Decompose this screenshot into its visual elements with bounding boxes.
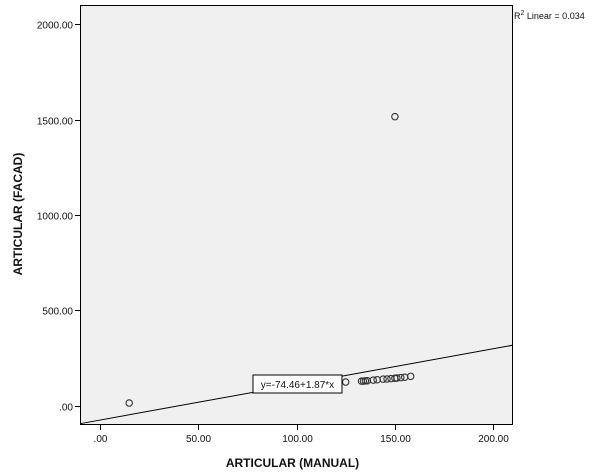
data-point — [341, 378, 350, 386]
x-tick-label: .00 — [94, 434, 108, 445]
x-axis: .00 50.00 100.00 150.00 200.00 — [94, 425, 509, 445]
data-point — [391, 112, 399, 121]
data-point — [397, 373, 405, 382]
data-point — [369, 376, 378, 384]
data-point — [379, 375, 387, 383]
x-tick-label: 150.00 — [380, 434, 411, 445]
x-tick-label: 100.00 — [282, 434, 313, 445]
data-point — [393, 374, 401, 382]
x-tick-label: 200.00 — [478, 434, 509, 445]
y-tick-label: .00 — [59, 403, 73, 414]
r2-prefix: R — [514, 11, 521, 21]
y-tick-label: 2000.00 — [37, 21, 74, 32]
y-tick-label: 500.00 — [42, 307, 73, 318]
y-tick-label: 1000.00 — [37, 212, 74, 223]
data-point — [383, 375, 391, 383]
plot-frame — [80, 5, 513, 425]
y-axis-title: ARTICULAR (FACAD) — [11, 153, 25, 276]
data-point — [125, 399, 133, 407]
plot-area — [80, 5, 513, 425]
x-tick-label: 50.00 — [186, 434, 211, 445]
r2-linear-label: R2 Linear = 0.034 — [514, 10, 585, 21]
r2-superscript: 2 — [521, 10, 525, 17]
r2-value: Linear = 0.034 — [524, 11, 584, 21]
x-axis-title: ARTICULAR (MANUAL) — [226, 456, 359, 470]
data-points — [125, 112, 415, 407]
equation-text: y=-74.46+1.87*x — [261, 380, 334, 391]
equation-label: y=-74.46+1.87*x — [252, 374, 343, 394]
y-axis: .00 500.00 1000.00 1500.00 2000.00 — [37, 21, 80, 414]
equation-box — [252, 374, 343, 394]
y-tick-label: 1500.00 — [37, 117, 74, 128]
data-point — [406, 372, 415, 381]
